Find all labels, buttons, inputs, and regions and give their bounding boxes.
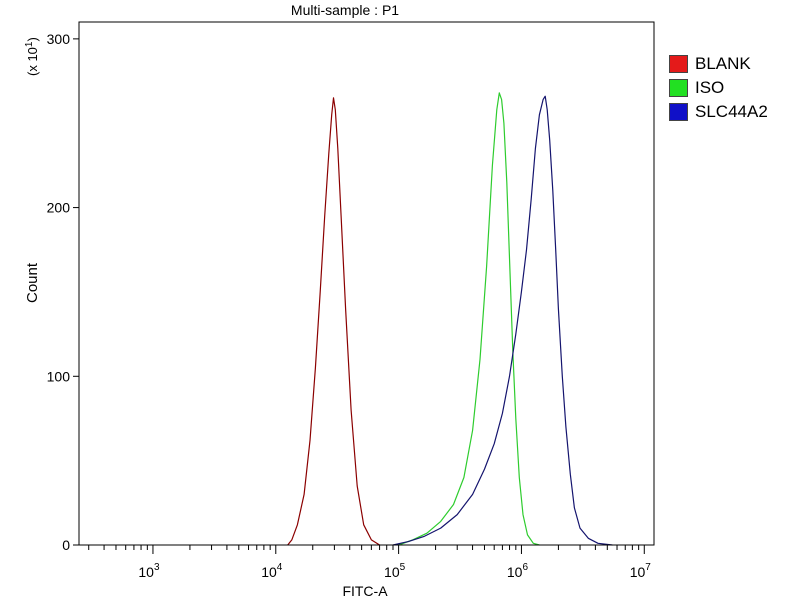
x-tick-label: 105 [384,562,406,580]
y-tick-label: 100 [47,368,71,384]
x-axis-label: FITC-A [342,583,388,599]
legend-swatch-slc44a2 [669,103,688,121]
legend-label-blank: BLANK [695,54,751,73]
series-line-blank [287,97,380,546]
y-tick-label: 300 [47,31,71,47]
series-group [287,92,613,546]
legend-swatch-iso [669,79,688,97]
y-axis-multiplier: (x 101) [24,37,40,76]
axes: 0 100 200 300 103 104 105 106 107 [47,31,652,580]
x-tick-label: 103 [138,562,160,580]
x-tick-label: 106 [507,562,529,580]
y-axis-label: Count [24,262,41,303]
chart-title: Multi-sample : P1 [291,2,399,18]
y-tick-label: 200 [47,200,71,216]
legend-item-iso: ISO [669,76,768,100]
legend: BLANK ISO SLC44A2 [669,52,768,124]
x-tick-label: 107 [630,562,652,580]
x-tick-label: 104 [261,562,283,580]
legend-item-blank: BLANK [669,52,768,76]
legend-swatch-blank [669,55,688,73]
y-tick-label: 0 [62,537,70,553]
series-line-iso [398,92,540,546]
plot-frame [78,21,655,546]
legend-item-slc44a2: SLC44A2 [669,100,768,124]
legend-label-slc44a2: SLC44A2 [695,102,768,121]
legend-label-iso: ISO [695,78,725,97]
series-line-slc44a2 [392,95,613,546]
